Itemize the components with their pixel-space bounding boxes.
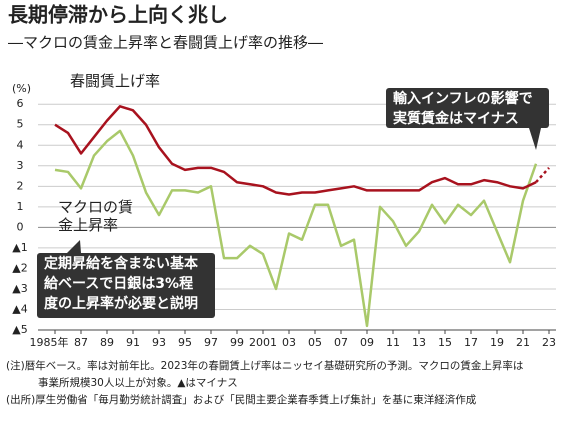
series-line-forecast	[535, 167, 550, 184]
series-line	[54, 105, 537, 196]
x-tick-label: 23	[542, 336, 556, 349]
chart-title: 長期停滞から上向く兆し	[8, 3, 228, 27]
y-tick-label: 1	[17, 200, 24, 213]
x-tick-label: 07	[334, 336, 348, 349]
annotation-pointer	[67, 240, 81, 253]
x-tick-label: 21	[516, 336, 530, 349]
series-label: マクロの賃金上昇率	[58, 198, 134, 234]
annotation-pointer	[529, 128, 541, 150]
x-tick-label: 11	[386, 336, 400, 349]
x-tick-label: 91	[126, 336, 140, 349]
y-tick-label: ▲1	[12, 241, 27, 254]
series-line	[54, 129, 538, 328]
x-tick-label: 99	[230, 336, 244, 349]
y-tick-label: 5	[17, 118, 24, 131]
note: 事業所規模30人以上が対象。▲はマイナス	[38, 376, 238, 389]
x-tick-label: 09	[360, 336, 374, 349]
x-tick-label: 2001	[249, 336, 277, 349]
annotation-text: 輸入インフレの影響で	[393, 90, 533, 107]
x-tick-label: 89	[100, 336, 114, 349]
x-tick-label: 05	[308, 336, 322, 349]
y-tick-label: ▲4	[12, 302, 27, 315]
y-tick-label: 6	[17, 97, 24, 110]
x-tick-label: 13	[412, 336, 426, 349]
annotation-box	[37, 253, 215, 318]
note: (注)暦年ベース。率は対前年比。2023年の春闘賃上げ率はニッセイ基礎研究所の予…	[6, 359, 523, 372]
x-tick-label: 97	[204, 336, 218, 349]
y-tick-label: 2	[17, 179, 24, 192]
series-label: 春闘賃上げ率	[70, 72, 161, 90]
x-tick-label: 15	[438, 336, 452, 349]
chart-subtitle: ―マクロの賃金上昇率と春闘賃上げ率の推移―	[8, 34, 323, 52]
annotation-text: 実質賃金はマイナス	[393, 110, 519, 127]
annotation-text: 定期昇給を含まない基本	[44, 255, 199, 272]
x-tick-label: 93	[152, 336, 166, 349]
x-tick-label: 03	[282, 336, 296, 349]
x-tick-label: 19	[490, 336, 504, 349]
x-tick-label: 87	[74, 336, 88, 349]
annotation-box	[386, 88, 549, 128]
x-tick-label: 95	[178, 336, 192, 349]
y-unit: (%)	[12, 82, 31, 95]
annotation-text: 給ベースで日銀は3%程	[44, 275, 193, 292]
x-tick-label: 17	[464, 336, 478, 349]
y-tick-label: 0	[17, 220, 24, 233]
y-tick-label: ▲3	[12, 282, 27, 295]
y-tick-label: 3	[17, 159, 24, 172]
note: (出所)厚生労働省「毎月勤労統計調査」および「民間主要企業春季賃上げ集計」を基に…	[6, 393, 477, 406]
y-tick-label: 4	[17, 138, 24, 151]
x-tick-label: 1985年	[30, 335, 69, 349]
annotation-text: 度の上昇率が必要と説明	[44, 295, 198, 312]
y-tick-label: ▲2	[12, 261, 27, 274]
y-tick-label: ▲5	[12, 323, 27, 336]
